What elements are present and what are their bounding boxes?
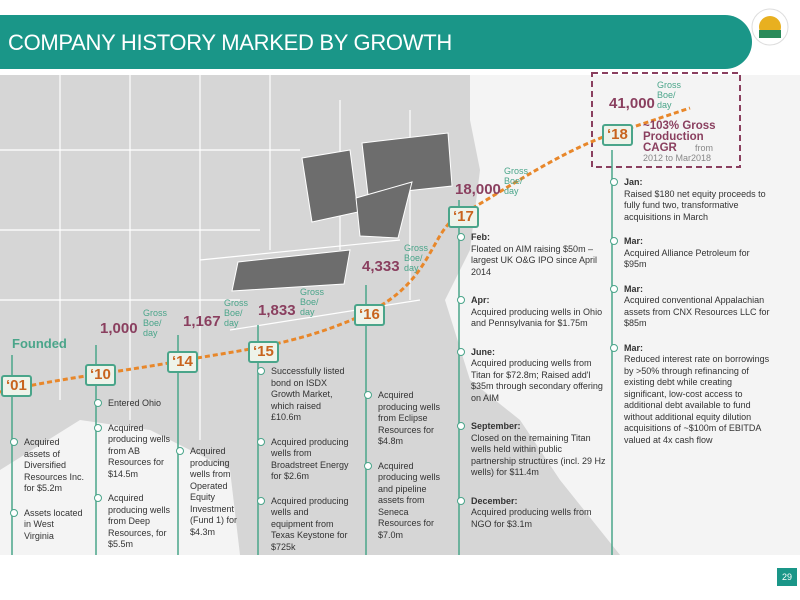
milestone-items: Acquired producing wells from Eclipse Re… xyxy=(364,390,444,542)
production-unit: Gross Boe/ day xyxy=(657,80,682,110)
milestone-item: Jan: Raised $180 net equity proceeds to f… xyxy=(610,177,774,223)
milestone-item: Entered Ohio xyxy=(94,398,176,410)
production: 4,333 xyxy=(362,258,400,275)
item-text: Acquired producing wells from Eclipse Re… xyxy=(378,390,441,446)
item-text: Successfully listed bond on ISDX Growth … xyxy=(271,366,345,422)
milestone-item: Acquired producing wells from Deep Resou… xyxy=(94,493,176,551)
production: 1,833 xyxy=(258,302,296,319)
milestone-item: June: Acquired producing wells from Titan… xyxy=(457,346,606,405)
year-marker: ‘10 xyxy=(85,364,116,386)
production-unit: Gross Boe/ day xyxy=(300,287,325,317)
item-text: Floated on AIM raising $50m – largest UK… xyxy=(471,243,598,277)
milestone-item: Apr: Acquired producing wells in Ohio and… xyxy=(457,295,606,330)
item-text: Acquired producing wells from Operated E… xyxy=(190,446,238,537)
item-text: Acquired producing wells from Broadstree… xyxy=(271,436,349,482)
milestone-items: Acquired producing wells from Operated E… xyxy=(176,446,250,538)
item-heading: December: xyxy=(471,495,518,506)
milestone-item: Acquired producing wells from Operated E… xyxy=(176,446,250,538)
slide-title: COMPANY HISTORY MARKED BY GROWTH xyxy=(8,30,452,55)
milestone-item: Mar: Acquired Alliance Petroleum for $95m xyxy=(610,236,774,271)
milestone-item: Successfully listed bond on ISDX Growth … xyxy=(257,366,351,424)
item-text: Raised $180 net equity proceeds to fully… xyxy=(624,188,766,222)
year-marker: ‘18 xyxy=(602,124,633,146)
item-text: Acquired producing wells from Titan for … xyxy=(471,358,603,403)
item-text: Acquired producing wells from Deep Resou… xyxy=(108,493,171,549)
milestone-items: Feb: Floated on AIM raising $50m – larges… xyxy=(457,232,606,531)
founded-label: Founded xyxy=(12,336,67,351)
item-heading: June: xyxy=(471,346,496,357)
milestone-items: Acquired assets of Diversified Resources… xyxy=(10,437,86,543)
cagr-note: from 2012 to Mar2018 xyxy=(643,143,713,163)
item-text: Acquired assets of Diversified Resources… xyxy=(24,437,85,493)
production-unit: Gross Boe/ day xyxy=(504,166,529,196)
item-text: Reduced interest rate on borrowings by >… xyxy=(624,354,770,445)
item-heading: Feb: xyxy=(471,232,490,242)
milestone-item: December: Acquired producing wells from N… xyxy=(457,495,606,531)
production-unit: Gross Boe/ day xyxy=(404,243,429,273)
milestone-item: Feb: Floated on AIM raising $50m – larges… xyxy=(457,232,606,278)
milestone-item: September: Closed on the remaining Titan … xyxy=(457,421,606,479)
milestone-item: Mar: Reduced interest rate on borrowings … xyxy=(610,342,774,447)
item-text: Acquired producing wells from NGO for $3… xyxy=(471,507,592,529)
item-text: Acquired producing wells from AB Resourc… xyxy=(108,422,171,479)
item-heading: Jan: xyxy=(624,177,643,187)
item-text: Acquired Alliance Petroleum for $95m xyxy=(624,247,750,270)
production: 1,000 xyxy=(100,320,138,337)
production: 18,000 xyxy=(455,181,501,198)
item-heading: Mar: xyxy=(624,342,644,353)
production-unit: Gross Boe/ day xyxy=(143,308,168,338)
item-text: Assets located in West Virginia xyxy=(24,507,83,541)
item-text: Acquired producing wells and pipeline as… xyxy=(378,460,441,540)
item-text: Acquired conventional Appalachian assets… xyxy=(624,295,770,328)
item-heading: Apr: xyxy=(471,295,490,305)
item-heading: Mar: xyxy=(624,283,644,294)
year-marker: ‘01 xyxy=(1,375,32,397)
milestone-item: Acquired assets of Diversified Resources… xyxy=(10,437,86,495)
year-marker: ‘15 xyxy=(248,341,279,363)
year-marker: ‘16 xyxy=(354,304,385,326)
milestone-item: Mar: Acquired conventional Appalachian as… xyxy=(610,283,774,330)
production-unit: Gross Boe/ day xyxy=(224,298,249,328)
item-text: Closed on the remaining Titan wells held… xyxy=(471,432,606,478)
milestone-item: Acquired producing wells from Eclipse Re… xyxy=(364,390,444,448)
milestone-item: Acquired producing wells from Broadstree… xyxy=(257,436,351,483)
milestone-items: Entered Ohio Acquired producing wells fro… xyxy=(94,398,176,551)
milestone-item: Acquired producing wells and equipment f… xyxy=(257,495,351,554)
milestone-items: Successfully listed bond on ISDX Growth … xyxy=(257,366,351,554)
year-marker: ‘14 xyxy=(167,351,198,373)
production: 41,000 xyxy=(609,95,655,112)
milestone-item: Acquired producing wells and pipeline as… xyxy=(364,460,444,542)
production: 1,167 xyxy=(183,313,221,330)
item-heading: Mar: xyxy=(624,236,644,246)
item-text: Acquired producing wells in Ohio and Pen… xyxy=(471,306,603,329)
item-heading: September: xyxy=(471,421,521,431)
milestone-items: Jan: Raised $180 net equity proceeds to f… xyxy=(610,177,774,447)
cagr: ~103% Gross Production CAGR xyxy=(643,120,716,154)
milestone-item: Assets located in West Virginia xyxy=(10,507,86,543)
milestone-item: Acquired producing wells from AB Resourc… xyxy=(94,422,176,481)
item-text: Acquired producing wells and equipment f… xyxy=(271,495,349,552)
year-marker: ‘17 xyxy=(448,206,479,228)
item-text: Entered Ohio xyxy=(108,398,162,408)
page-number: 29 xyxy=(777,568,797,586)
